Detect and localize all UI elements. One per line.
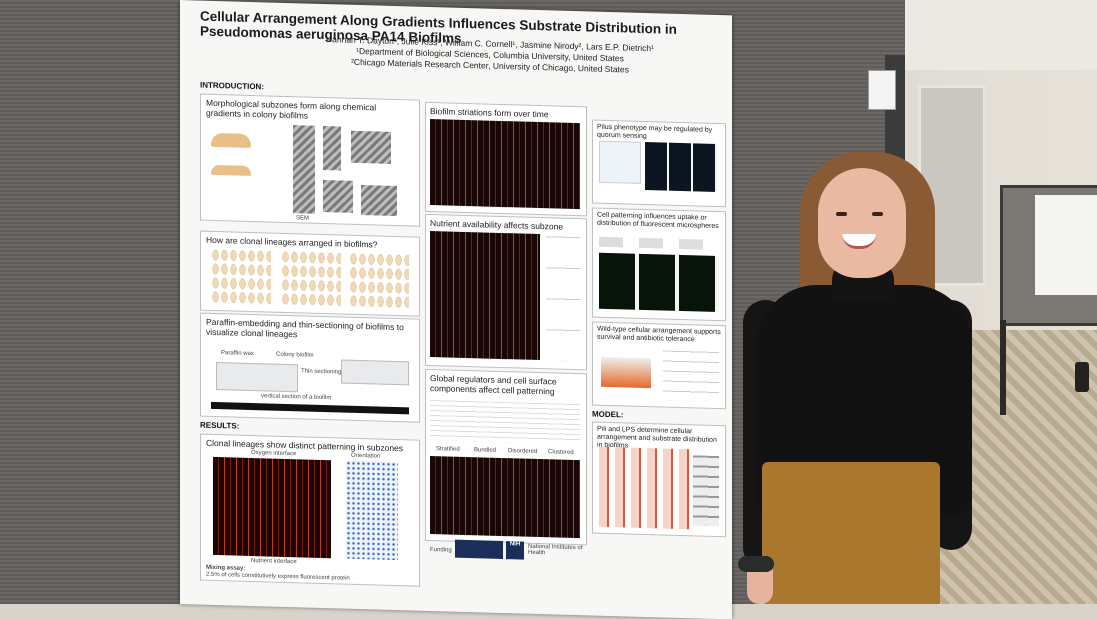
pinned-note xyxy=(868,70,896,110)
cell-lineage-diagram xyxy=(211,247,271,306)
label-thin-sectioning: Thin sectioning xyxy=(301,368,342,376)
person-tan-trousers xyxy=(762,462,940,604)
floor-object xyxy=(1075,362,1089,392)
wax-block xyxy=(216,362,298,393)
pathway-diagram xyxy=(599,140,641,184)
microsphere-diagram xyxy=(599,236,719,251)
survival-plot xyxy=(663,350,719,403)
panel-striations-over-time: Biofilm striations form over time xyxy=(425,101,587,217)
board-stand-leg xyxy=(1000,320,1006,415)
nih-label: National Institutes of Health xyxy=(528,543,583,557)
section-slice xyxy=(341,359,409,386)
gene-list-table xyxy=(430,399,580,445)
nutrient-line-plots xyxy=(546,234,580,362)
label-orientation: Orientation xyxy=(351,452,381,460)
sem-image xyxy=(323,179,353,213)
time-series-micrographs xyxy=(430,118,580,210)
university-logo xyxy=(455,539,503,560)
colony-illustration xyxy=(211,132,251,148)
label-stratified: Stratified xyxy=(436,446,460,453)
green-fluorescence-micrographs xyxy=(599,252,719,313)
label-bundled: Bundled xyxy=(474,447,497,454)
pilus-micrographs xyxy=(645,141,717,192)
panel-title: Paraffin-embedding and thin-sectioning o… xyxy=(206,316,404,340)
panel-pili-lps-model: Pili and LPS determine cellular arrangem… xyxy=(592,421,726,538)
panel-title: Clonal lineages show distinct patterning… xyxy=(206,437,404,454)
label-vertical-section: vertical section of a biofilm xyxy=(261,393,332,402)
second-poster xyxy=(1035,195,1097,295)
person-eye xyxy=(872,212,883,216)
panel-title: Global regulators and cell surface compo… xyxy=(430,372,557,397)
funding-label: Funding xyxy=(430,546,452,554)
label-oxygen-interface: Oxygen interface xyxy=(251,449,297,458)
orientation-scatter-plot xyxy=(346,460,398,561)
cell-lineage-diagram xyxy=(349,251,409,310)
cell-lineage-diagram xyxy=(281,249,341,308)
model-heading: MODEL: xyxy=(592,409,624,420)
sem-image xyxy=(293,125,315,214)
assay-diagram xyxy=(601,356,651,389)
panel-title: Wild-type cellular arrangement supports … xyxy=(597,325,721,344)
sem-image xyxy=(323,125,341,171)
pattern-micrographs xyxy=(430,455,580,539)
label-nutrient-interface: Nutrient interface xyxy=(251,557,297,566)
colony-section-illustration xyxy=(211,164,251,176)
panel-clonal-patterning: Clonal lineages show distinct patterning… xyxy=(200,433,420,587)
label-colony-biofilm: Colony biofilm xyxy=(276,351,314,359)
intro-heading: INTRODUCTION: xyxy=(200,80,264,92)
panel-nutrient-availability: Nutrient availability affects subzone ar… xyxy=(425,213,587,371)
sem-image xyxy=(361,185,397,217)
research-poster: Cellular Arrangement Along Gradients Inf… xyxy=(180,0,732,619)
label-paraffin-wax: Paraffin wax xyxy=(221,350,254,358)
panel-pilus-phenotype: Pilus phenotype may be regulated by quor… xyxy=(592,119,726,208)
sem-image xyxy=(351,130,391,164)
label-clustered: Clustered xyxy=(548,449,574,456)
person-face xyxy=(818,168,906,278)
wrist-scrunchie xyxy=(738,556,774,572)
panel-morphological-subzones: Morphological subzones form along chemic… xyxy=(200,93,420,227)
mixing-assay-note: 2.5% of cells constitutively express flu… xyxy=(206,571,350,582)
label-mixing-assay: Mixing assay: xyxy=(206,564,246,572)
panel-title: Cell patterning influences uptake or dis… xyxy=(597,211,719,231)
results-heading: RESULTS: xyxy=(200,420,240,431)
panel-microspheres: Cell patterning influences uptake or dis… xyxy=(592,207,726,322)
panel-title: Biofilm striations form over time xyxy=(430,105,549,120)
person-eye xyxy=(836,212,847,216)
panel-title: Morphological subzones form along chemic… xyxy=(206,97,377,121)
panel-clonal-lineages-question: How are clonal lineages arranged in biof… xyxy=(200,230,420,317)
fluorescence-micrograph xyxy=(213,456,331,559)
label-disordered: Disordered xyxy=(508,448,538,455)
model-schematic xyxy=(693,455,719,527)
nih-logo: NIH xyxy=(506,541,524,560)
section-strip-image xyxy=(211,401,409,415)
sem-label: SEM xyxy=(296,215,310,222)
panel-antibiotic-tolerance: Wild-type cellular arrangement supports … xyxy=(592,321,726,410)
panel-paraffin-embedding: Paraffin-embedding and thin-sectioning o… xyxy=(200,312,420,423)
panel-global-regulators: Global regulators and cell surface compo… xyxy=(425,368,587,546)
model-illustrations xyxy=(599,446,689,530)
person-smile xyxy=(842,234,876,249)
nutrient-micrographs xyxy=(430,230,540,361)
